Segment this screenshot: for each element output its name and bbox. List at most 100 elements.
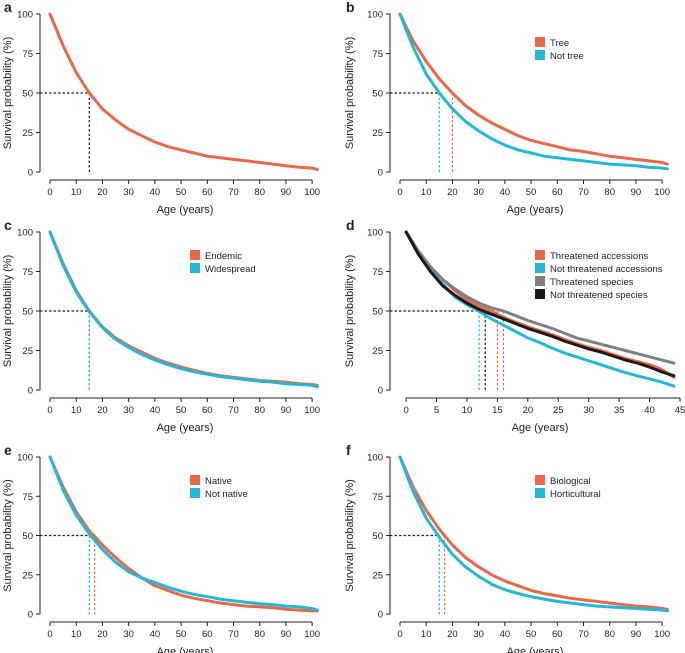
x-tick-label: 40	[150, 405, 161, 416]
panel-label: a	[4, 0, 12, 15]
x-tick-label: 15	[492, 405, 503, 416]
y-tick-label: 50	[372, 531, 383, 542]
y-tick-label: 75	[22, 49, 33, 60]
x-tick-label: 40	[500, 629, 511, 640]
x-tick-label: 70	[228, 405, 239, 416]
y-tick-label: 0	[28, 386, 33, 397]
x-axis-title: Age (years)	[507, 646, 564, 653]
y-tick-label: 0	[378, 386, 383, 397]
x-tick-label: 100	[654, 629, 670, 640]
x-tick-label: 30	[123, 187, 134, 198]
y-axis-title: Survival probability (%)	[344, 255, 356, 367]
x-tick-label: 10	[421, 187, 432, 198]
panel-label: c	[4, 217, 12, 233]
x-tick-label: 40	[644, 405, 655, 416]
legend: Tree Not tree	[535, 37, 584, 62]
panel-a: a 0 25 50 75 100 Survival probability (%) 0 10 20…	[2, 0, 320, 216]
y-tick-label: 75	[372, 49, 383, 60]
x-tick-label: 40	[500, 187, 511, 198]
series-line-not-tree	[398, 12, 669, 171]
panel-label: b	[346, 0, 355, 15]
legend-label: Widespread	[205, 264, 256, 275]
x-tick-label: 70	[578, 187, 589, 198]
x-tick-label: 50	[176, 187, 187, 198]
y-tick-label: 25	[22, 346, 33, 357]
y-tick-label: 50	[22, 531, 33, 542]
x-tick-label: 5	[434, 405, 439, 416]
series-line-tree	[398, 12, 669, 166]
series-line-native	[48, 455, 319, 613]
x-tick-label: 45	[675, 405, 685, 416]
y-tick-label: 25	[372, 128, 383, 139]
x-tick-label: 40	[150, 629, 161, 640]
x-tick-label: 10	[462, 405, 473, 416]
legend-label: Threatened species	[550, 277, 634, 288]
x-tick-label: 80	[604, 187, 615, 198]
x-tick-label: 0	[47, 629, 52, 640]
series-line-all	[48, 12, 319, 172]
x-tick-label: 50	[176, 629, 187, 640]
legend-swatch	[535, 263, 545, 273]
panel-label: f	[346, 442, 351, 458]
y-tick-label: 0	[28, 168, 33, 179]
y-tick-label: 0	[378, 610, 383, 621]
x-tick-label: 30	[473, 629, 484, 640]
x-tick-label: 20	[97, 405, 108, 416]
legend-label: Threatened accessions	[550, 251, 648, 262]
legend-label: Native	[205, 476, 232, 487]
x-tick-label: 90	[631, 629, 642, 640]
legend-label: Horticultural	[550, 489, 601, 500]
x-tick-label: 35	[614, 405, 625, 416]
legend-label: Not threatened accessions	[550, 264, 663, 275]
x-tick-label: 60	[552, 629, 563, 640]
x-tick-label: 20	[447, 187, 458, 198]
y-tick-label: 75	[22, 492, 33, 503]
legend: Endemic Widespread	[190, 250, 256, 275]
x-tick-label: 70	[228, 629, 239, 640]
series-line-widespread	[48, 230, 319, 389]
x-axis-title: Age (years)	[157, 646, 214, 653]
legend-swatch	[535, 276, 545, 286]
legend-label: Not threatened species	[550, 290, 648, 301]
y-tick-label: 25	[372, 346, 383, 357]
panel-e: e 0 25 50 75 100 Survival probability (%) 0 10 20…	[2, 442, 320, 653]
legend-swatch	[190, 475, 200, 485]
x-tick-label: 100	[304, 629, 320, 640]
x-tick-label: 10	[71, 187, 82, 198]
y-tick-label: 75	[372, 492, 383, 503]
y-tick-label: 100	[17, 228, 33, 239]
x-tick-label: 70	[228, 187, 239, 198]
y-axis-title: Survival probability (%)	[2, 37, 14, 149]
x-axis-title: Age (years)	[507, 204, 564, 216]
x-tick-label: 90	[281, 187, 292, 198]
x-tick-label: 30	[473, 187, 484, 198]
series-line-endemic	[48, 230, 319, 387]
x-tick-label: 10	[71, 405, 82, 416]
x-axis-title: Age (years)	[157, 422, 214, 434]
y-tick-label: 25	[22, 128, 33, 139]
x-tick-label: 20	[97, 629, 108, 640]
y-tick-label: 100	[367, 10, 383, 21]
x-tick-label: 90	[281, 629, 292, 640]
legend-label: Biological	[550, 476, 591, 487]
x-tick-label: 20	[97, 187, 108, 198]
x-tick-label: 100	[654, 187, 670, 198]
x-tick-label: 10	[71, 629, 82, 640]
x-tick-label: 0	[397, 187, 402, 198]
y-axis-title: Survival probability (%)	[344, 37, 356, 149]
series-line-horticultural	[398, 455, 669, 613]
x-tick-label: 40	[150, 187, 161, 198]
y-tick-label: 100	[367, 453, 383, 464]
x-tick-label: 80	[254, 187, 265, 198]
y-tick-label: 25	[22, 570, 33, 581]
panel-c: c 0 25 50 75 100 Survival probability (%) 0 10 20…	[2, 217, 320, 434]
y-axis-title: Survival probability (%)	[344, 479, 356, 591]
x-tick-label: 90	[281, 405, 292, 416]
x-tick-label: 50	[526, 187, 537, 198]
panel-d: d 0 25 50 75 100 Survival probability (%) 0 5 10 1…	[344, 217, 685, 434]
x-tick-label: 50	[526, 629, 537, 640]
x-tick-label: 10	[421, 629, 432, 640]
legend-swatch	[535, 50, 545, 60]
y-tick-label: 100	[17, 10, 33, 21]
